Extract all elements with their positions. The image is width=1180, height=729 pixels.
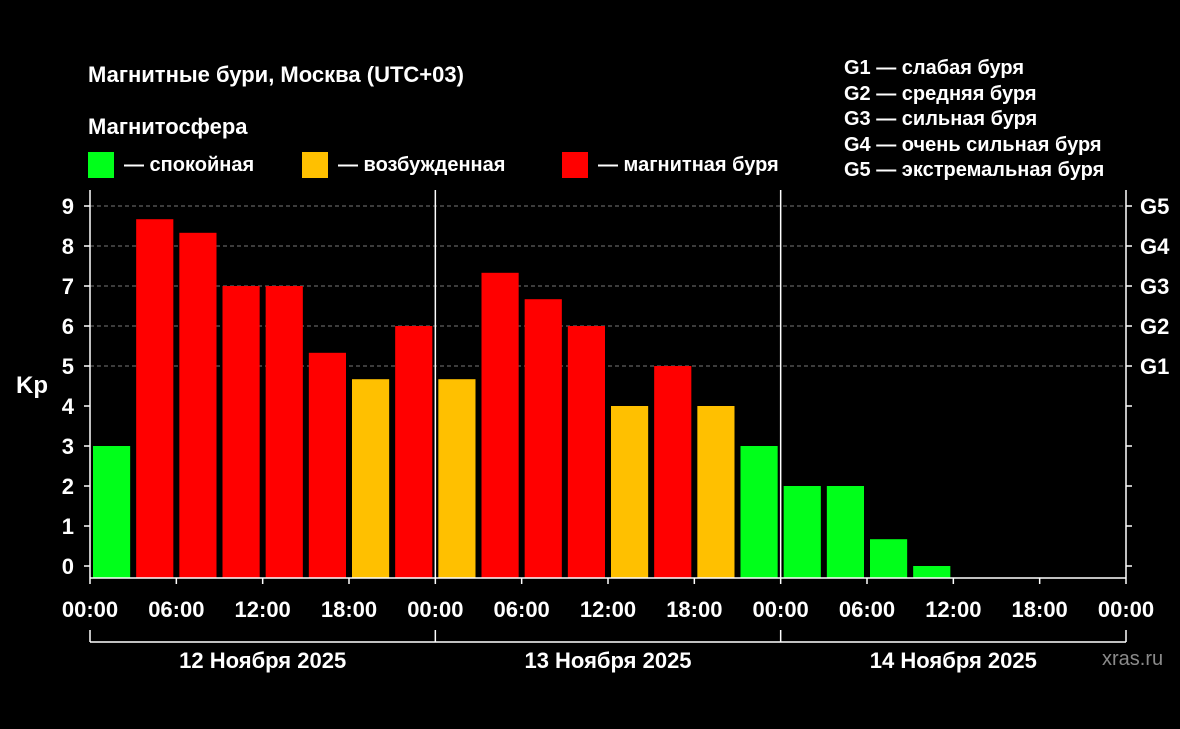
kp-bar [265, 286, 303, 578]
x-tick-label: 12:00 [235, 597, 291, 622]
legend-item-storm: — магнитная буря [562, 150, 779, 180]
y-tick-label: 1 [62, 514, 74, 539]
x-tick-label: 00:00 [62, 597, 118, 622]
kp-bar [870, 539, 908, 578]
day-label: 14 Ноября 2025 [870, 648, 1037, 673]
legend-item-active: — возбужденная [302, 150, 505, 180]
g-level-label: G3 [1140, 274, 1169, 299]
kp-bar [567, 326, 605, 578]
y-tick-label: 8 [62, 234, 74, 259]
kp-bar [611, 406, 649, 578]
x-tick-label: 06:00 [494, 597, 550, 622]
kp-bar [395, 326, 433, 578]
x-tick-label: 12:00 [580, 597, 636, 622]
y-tick-label: 4 [62, 394, 75, 419]
y-tick-label: 9 [62, 194, 74, 219]
g-level-label: G4 [1140, 234, 1170, 259]
y-tick-label: 2 [62, 474, 74, 499]
g-legend-g5: G5 — экстремальная буря [844, 159, 1105, 181]
kp-bar [179, 232, 217, 579]
kp-bar [654, 366, 692, 578]
kp-bar [308, 352, 346, 578]
y-tick-label: 5 [62, 354, 74, 379]
x-tick-label: 18:00 [1012, 597, 1068, 622]
x-tick-label: 06:00 [839, 597, 895, 622]
g-level-label: G2 [1140, 314, 1169, 339]
day-label: 12 Ноября 2025 [179, 648, 346, 673]
g-legend-g2: G2 — средняя буря [844, 82, 1037, 105]
y-tick-label: 3 [62, 434, 74, 459]
kp-bar [352, 379, 390, 578]
kp-bar [481, 272, 519, 578]
legend-label-storm: — магнитная буря [598, 153, 779, 176]
kp-bar [913, 566, 951, 578]
chart-title: Магнитные бури, Москва (UTC+03) [88, 62, 464, 87]
day-label: 13 Ноября 2025 [524, 648, 691, 673]
chart-subtitle: Магнитосфера [88, 114, 248, 139]
y-tick-label: 7 [62, 274, 74, 299]
kp-bar [697, 406, 735, 578]
legend-label-active: — возбужденная [338, 153, 506, 176]
y-tick-label: 0 [62, 554, 74, 579]
legend-swatch-storm [562, 152, 588, 178]
g-level-label: G5 [1140, 194, 1169, 219]
x-tick-label: 00:00 [753, 597, 809, 622]
y-axis-label: Kp [16, 372, 48, 399]
g-legend-g1: G1 — слабая буря [844, 57, 1025, 79]
legend-label-quiet: — спокойная [124, 153, 255, 176]
g-legend-g3: G3 — сильная буря [844, 108, 1038, 130]
x-tick-label: 00:00 [1098, 597, 1154, 622]
x-tick-label: 00:00 [407, 597, 463, 622]
g-level-label: G1 [1140, 354, 1169, 379]
g-legend-g4: G4 — очень сильная буря [844, 133, 1102, 156]
kp-bar [826, 486, 864, 578]
legend-swatch-quiet [88, 152, 114, 178]
legend-item-quiet: — спокойная [88, 150, 254, 180]
x-tick-label: 18:00 [666, 597, 722, 622]
kp-bar [783, 486, 821, 578]
legend-swatch-active [302, 152, 328, 178]
y-tick-label: 6 [62, 314, 74, 339]
kp-bar [524, 299, 562, 578]
kp-bar [93, 446, 131, 578]
kp-bar [136, 219, 174, 578]
g-level-legend: G1 — слабая буря G2 — средняя буря G3 — … [844, 56, 1104, 184]
kp-bar [740, 446, 778, 578]
x-tick-label: 12:00 [925, 597, 981, 622]
x-tick-label: 18:00 [321, 597, 377, 622]
watermark: xras.ru [1102, 648, 1164, 670]
kp-bar [438, 379, 476, 578]
kp-bar [222, 286, 260, 578]
x-tick-label: 06:00 [148, 597, 204, 622]
